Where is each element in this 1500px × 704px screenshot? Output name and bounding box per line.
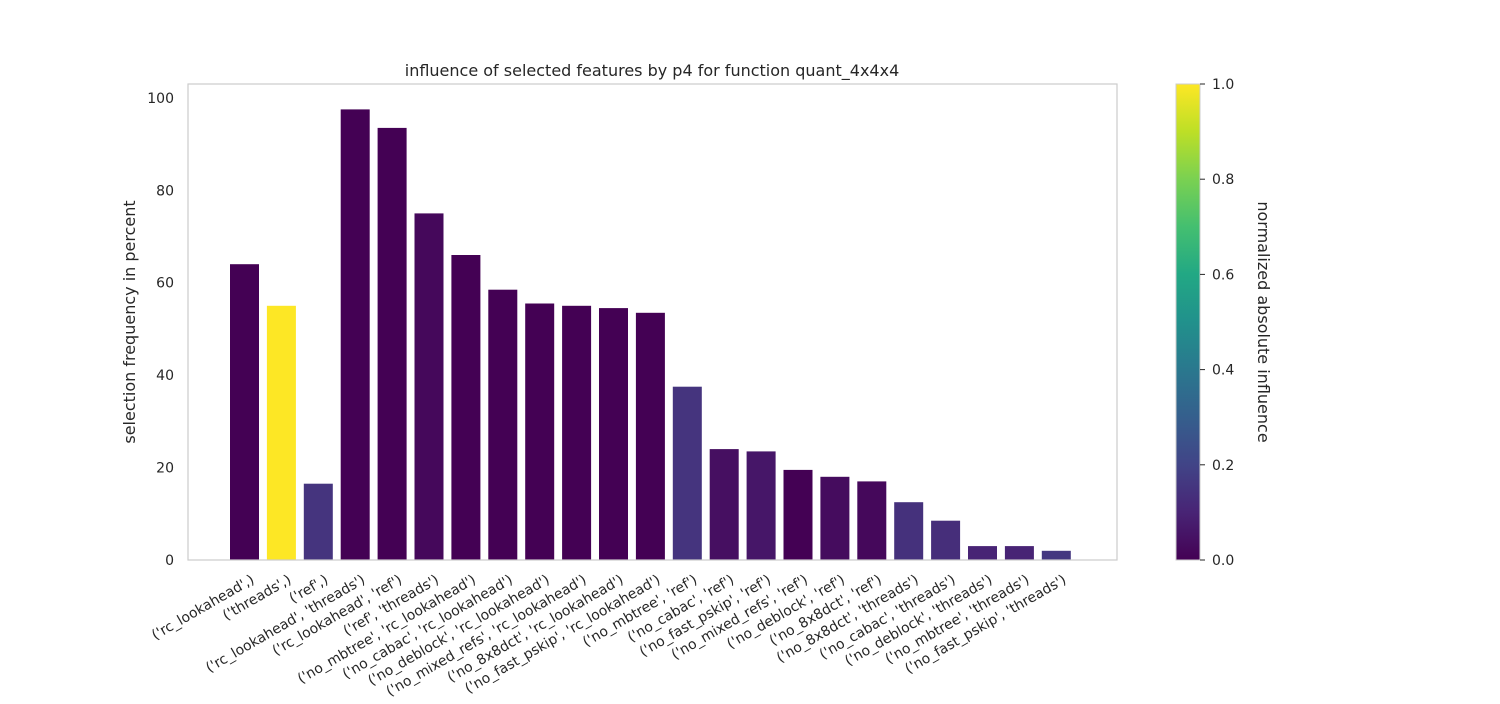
bar-8: [525, 303, 555, 560]
colorbar-tick-label: 0.6: [1212, 267, 1234, 283]
bar-9: [562, 305, 592, 560]
bar-22: [1041, 550, 1071, 560]
y-tick-label: 100: [147, 91, 174, 107]
bar-21: [1004, 546, 1034, 560]
bar-19: [931, 520, 961, 560]
bar-1: [266, 305, 296, 560]
bar-0: [230, 264, 259, 560]
colorbar-tick-label: 1.0: [1212, 77, 1234, 93]
bar-18: [894, 502, 924, 560]
y-tick-label: 80: [156, 183, 174, 199]
bar-14: [746, 451, 776, 560]
bar-4: [377, 127, 407, 561]
bar-16: [820, 476, 850, 560]
bar-15: [783, 469, 813, 560]
colorbar-tick-label: 0.2: [1212, 458, 1234, 474]
bar-10: [599, 308, 628, 560]
chart-title: influence of selected features by p4 for…: [405, 61, 900, 81]
plot-frame: [187, 83, 1118, 561]
bar-5: [414, 213, 444, 560]
bar-20: [968, 546, 997, 560]
y-axis-ticks: 0 20 40 60 80 100: [147, 91, 174, 569]
bars-group: [230, 109, 1071, 561]
colorbar-tick-label: 0.4: [1212, 363, 1234, 379]
y-tick-label: 20: [156, 461, 174, 477]
y-tick-label: 60: [156, 276, 174, 292]
colorbar: [1175, 83, 1201, 561]
colorbar-tick-label: 0.0: [1212, 553, 1234, 569]
bar-17: [857, 481, 887, 560]
bar-13: [709, 449, 739, 560]
colorbar-ticks: 0.0 0.2 0.4 0.6 0.8 1.0: [1200, 77, 1234, 569]
x-axis-ticks: ('rc_lookahead',)('threads',)('ref',)('r…: [149, 572, 1069, 700]
bar-3: [340, 109, 370, 561]
colorbar-label: normalized absolute influence: [1254, 201, 1273, 442]
y-axis-label: selection frequency in percent: [120, 200, 139, 443]
bar-7: [488, 289, 518, 560]
bar-11: [635, 312, 665, 560]
bar-2: [303, 483, 333, 560]
y-tick-label: 0: [165, 553, 174, 569]
colorbar-tick-label: 0.8: [1212, 172, 1234, 188]
y-tick-label: 40: [156, 368, 174, 384]
bar-6: [451, 255, 481, 560]
bar-12: [672, 386, 702, 560]
